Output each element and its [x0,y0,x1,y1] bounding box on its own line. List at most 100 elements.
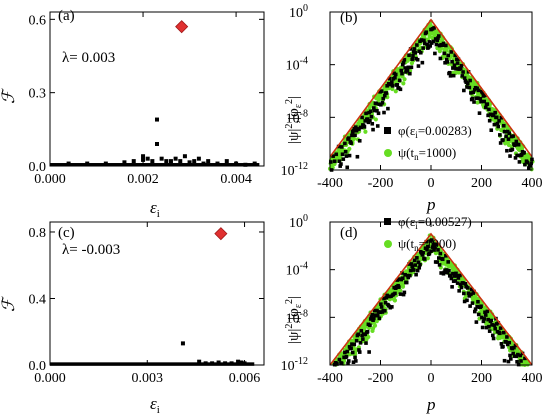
panel-b-phi-point [410,57,414,62]
panel-d-xtick-label: -200 [368,371,394,386]
panel-d-phi-point [407,262,411,266]
panel-a-data-point [164,159,169,164]
panel-b: (b) p |ψ|2,|φε2| -400 -200 0 200 40010-1210-… [281,3,543,214]
panel-d-phi-point [356,332,360,337]
panel-d-phi-point [491,333,495,338]
panel-b-legend-label-post: =1000) [419,145,457,160]
panel-d-phi-point [422,257,427,261]
panel-b-phi-point [503,129,508,134]
panel-d-phi-point [400,271,404,275]
panel-b-phi-point [453,53,458,58]
panel-b-phi-point [487,107,491,112]
panel-d-phi-point [397,285,401,289]
panel-b-label: (b) [340,10,358,26]
panel-d-phi-point [335,362,339,366]
panel-b-phi-point [510,147,515,152]
panel-b-ytick-exponent: -4 [300,56,308,67]
panel-d-phi-point [353,355,357,360]
panel-c-xlabel: εi [150,394,160,414]
panel-b-xtick-label: 0 [428,176,435,191]
panel-d-phi-point [501,344,505,349]
panel-d-phi-point [473,307,478,311]
panel-b-phi-point [499,115,504,120]
panel-b-legend-marker [384,127,391,134]
panel-d-phi-point [369,315,374,319]
panel-b-phi-point [422,38,426,43]
panel-d-xtick-label: -400 [317,371,343,386]
panel-d-phi-point [440,257,445,262]
panel-b-phi-point [514,139,519,144]
panel-d-phi-point [343,350,347,355]
panel-a-data-point [85,161,90,166]
panel-a-ytick-label: 0.6 [29,13,47,28]
panel-d-phi-point [462,291,466,296]
panel-d-phi-point [483,310,487,315]
panel-a-lambda: λ= 0.003 [62,50,115,66]
panel-d-phi-point [504,340,508,344]
panel-b-phi-point [382,110,386,115]
panel-a-data-point [141,154,146,159]
panel-d-legend-label-pre: ψ(t [398,236,414,251]
panel-b-phi-point [364,111,368,116]
panel-d-phi-point [409,262,414,266]
panel-b-phi-point [369,114,374,119]
panel-b-phi-point [399,68,404,73]
panel-d-phi-point [450,285,454,289]
panel-b-phi-point [406,65,411,70]
panel-d-phi-point [395,278,400,282]
panel-b-phi-point [515,153,519,158]
panel-b-phi-point [459,63,464,68]
panel-d-phi-point [337,357,342,362]
panel-b-phi-point [386,106,390,111]
panel-a-xlabel-main: ε [150,198,157,217]
panel-b-phi-point [470,96,475,101]
panel-d-legend-label-sub: n [414,243,419,253]
panel-d-phi-point [436,248,440,252]
panel-b-phi-point [339,162,343,166]
panel-c-data-point [180,341,185,346]
panel-a-data-point [155,117,159,122]
panel-d-scatter [331,233,531,368]
panel-b-phi-point [433,51,437,56]
panel-b-phi-point [422,41,427,46]
panel-c-label: (c) [58,225,75,241]
panel-b-phi-point [412,47,417,51]
panel-b-phi-point [379,89,384,93]
panel-d-phi-point [346,361,350,366]
panel-d-psi-point [372,323,378,328]
panel-d-phi-point [486,317,490,322]
panel-b-phi-point [436,36,440,40]
panel-b-phi-point [517,160,522,164]
panel-b-phi-point [381,96,386,101]
panel-b-ytick-label: 100 [289,3,308,21]
panel-d-phi-point [438,251,443,256]
panel-b-phi-point [341,157,346,161]
panel-b-phi-point [480,90,485,95]
panel-c: (c) λ= -0.003 ℱ εi 0.000 0.003 0.006 0.0 0.4… [0,221,265,414]
panel-d-phi-point [491,336,496,341]
panel-c-xlabel-main: ε [150,394,157,413]
panel-a-data-point [178,159,183,164]
panel-d-phi-point [425,247,429,252]
panel-b-phi-point [498,133,502,137]
panel-b-phi-point [455,61,460,65]
panel-a-xtick-label: 0.004 [220,172,252,187]
panel-b-phi-point [434,42,439,47]
panel-b-phi-point [343,141,347,146]
panel-b-phi-point [447,70,452,75]
panel-b-phi-point [492,122,497,127]
panel-b-phi-point [339,145,344,149]
panel-d-phi-point [418,262,422,267]
panel-b-psi-point [437,49,442,54]
panel-d-phi-point [523,356,527,361]
panel-d-phi-point [448,273,453,278]
panel-d-phi-point [499,342,504,346]
panel-b-phi-point [379,102,383,107]
panel-b-phi-point [522,150,526,155]
panel-c-data-point [236,359,241,364]
panel-d-phi-point [509,357,513,361]
panel-b-phi-point [477,111,482,115]
panel-a: (a) λ= 0.003 ℱ εi 0.000 0.002 0.004 0.0 0.3 0… [0,8,265,220]
panel-b-phi-point [461,70,465,74]
panel-b-phi-point [495,121,500,126]
